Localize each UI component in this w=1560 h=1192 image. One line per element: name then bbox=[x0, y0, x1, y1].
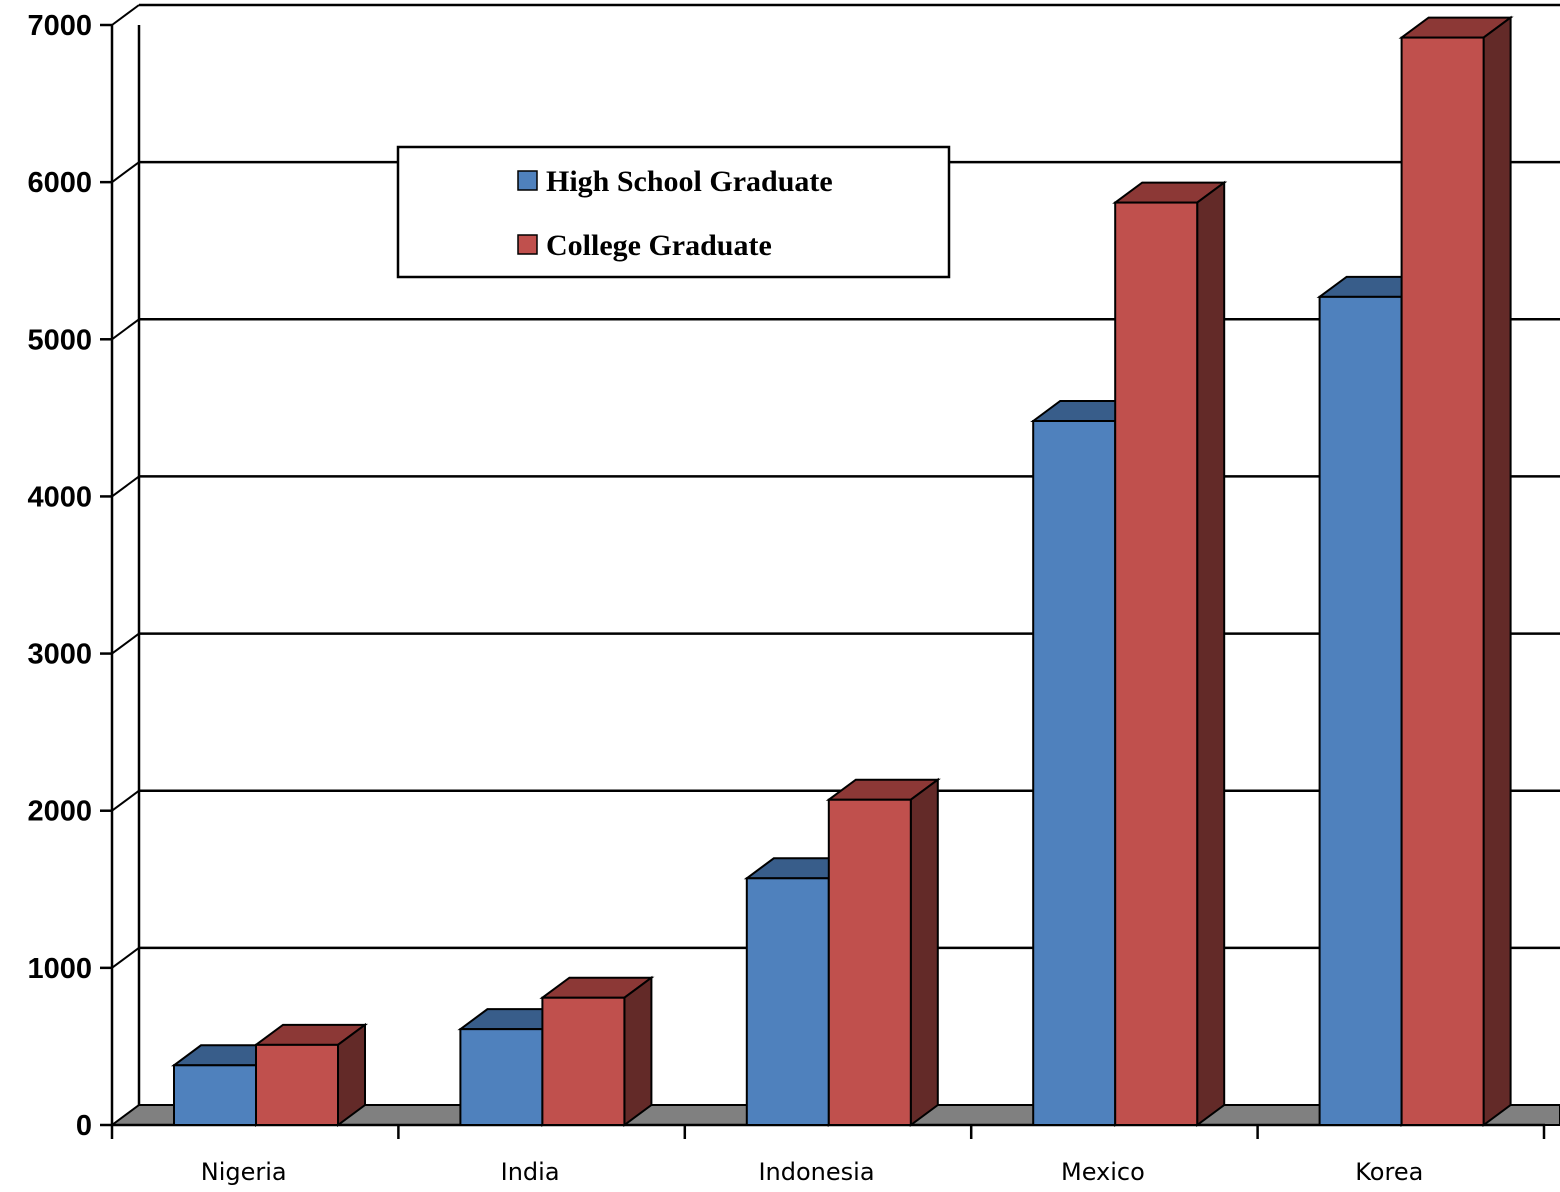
bar-front-face bbox=[173, 1064, 257, 1127]
bar-college bbox=[1398, 15, 1514, 1127]
bar-front-face bbox=[1032, 420, 1117, 1126]
x-tick-label: Mexico bbox=[1061, 1158, 1145, 1186]
bar-college bbox=[825, 777, 941, 1127]
gridline-side bbox=[111, 947, 140, 969]
bar-front-face bbox=[1318, 295, 1403, 1127]
x-tick-label: Nigeria bbox=[201, 1158, 287, 1186]
y-tick-label: 0 bbox=[76, 1110, 92, 1142]
gridline-side bbox=[111, 475, 140, 498]
bars bbox=[170, 15, 1514, 1127]
bar-side-face bbox=[1482, 15, 1512, 1127]
y-tick-label: 6000 bbox=[27, 167, 92, 199]
bar-front-face bbox=[459, 1028, 544, 1126]
y-tick-label: 4000 bbox=[27, 481, 92, 513]
gridline-side bbox=[111, 318, 140, 341]
x-tick-label: India bbox=[501, 1158, 560, 1186]
legend-label-high-school: High School Graduate bbox=[546, 165, 833, 198]
bar-front-face bbox=[827, 798, 912, 1126]
gridline-side bbox=[111, 632, 140, 655]
bar-front-face bbox=[1114, 201, 1199, 1127]
bar-front-face bbox=[1400, 36, 1485, 1127]
legend: High School Graduate College Graduate bbox=[396, 145, 951, 279]
y-tick-label: 1000 bbox=[27, 953, 92, 985]
bar-side-face bbox=[623, 975, 653, 1127]
x-tick-label: Korea bbox=[1355, 1158, 1423, 1186]
gridline-side bbox=[111, 4, 140, 26]
bar-front-face bbox=[255, 1043, 339, 1127]
bar-college bbox=[252, 1022, 369, 1127]
bar-front-face bbox=[541, 996, 626, 1127]
gridline-side bbox=[111, 161, 140, 183]
bar-side-face bbox=[909, 777, 939, 1127]
y-tick-label: 2000 bbox=[27, 796, 92, 828]
y-tick-label: 3000 bbox=[27, 639, 92, 671]
legend-swatch-college bbox=[517, 234, 538, 255]
bar-college bbox=[539, 975, 655, 1127]
y-tick-label: 5000 bbox=[27, 324, 92, 356]
legend-label-college: College Graduate bbox=[546, 229, 772, 262]
bar-side-face bbox=[1196, 180, 1226, 1127]
gridline-side bbox=[111, 789, 140, 812]
legend-swatch-high-school bbox=[517, 170, 538, 191]
x-tick-label: Indonesia bbox=[758, 1158, 874, 1186]
bar-front-face bbox=[745, 877, 830, 1126]
y-tick-label: 7000 bbox=[27, 10, 92, 42]
legend-box bbox=[396, 145, 951, 279]
bar-college bbox=[1112, 180, 1228, 1127]
